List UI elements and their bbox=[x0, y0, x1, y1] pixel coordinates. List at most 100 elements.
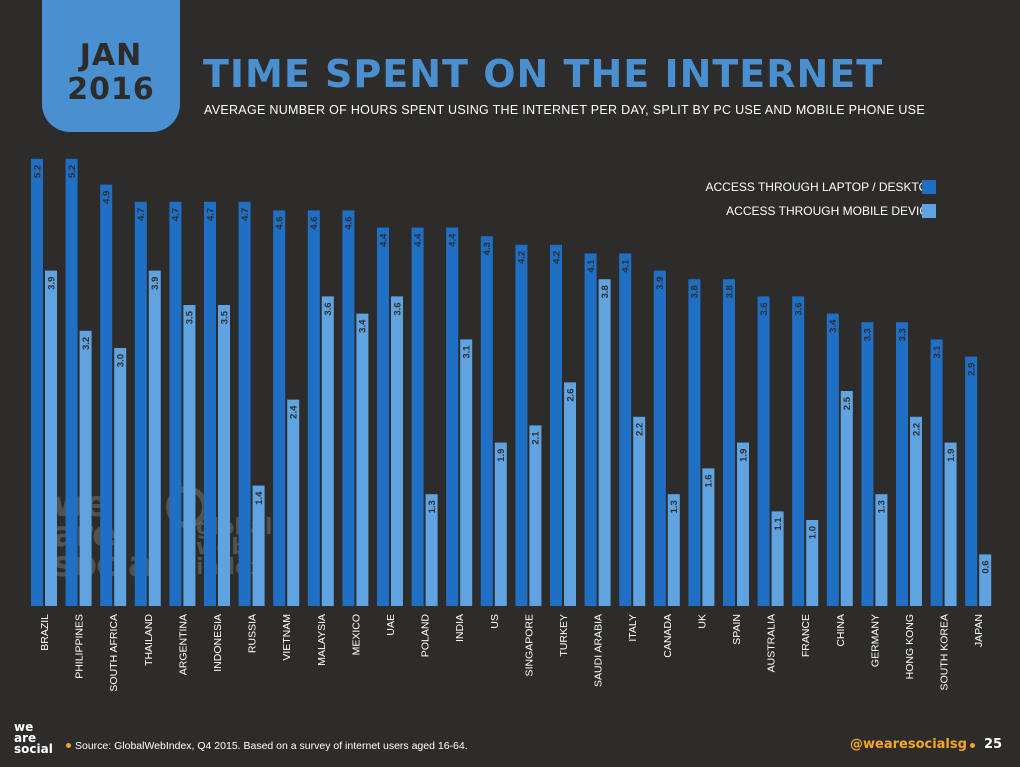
legend-laptop-swatch bbox=[922, 180, 936, 194]
category-label: BRAZIL bbox=[39, 614, 51, 651]
footer-separator-icon bbox=[970, 743, 975, 748]
footer-logo-line: social bbox=[14, 742, 53, 756]
bar-laptop bbox=[480, 236, 493, 606]
data-label-laptop: 3.8 bbox=[724, 285, 735, 298]
data-label-mobile: 3.2 bbox=[81, 337, 92, 350]
bar-laptop bbox=[411, 227, 424, 606]
data-label-mobile: 3.4 bbox=[358, 319, 369, 333]
bar-laptop bbox=[619, 253, 632, 606]
category-label: US bbox=[489, 614, 501, 629]
bar-laptop bbox=[930, 339, 943, 606]
data-label-mobile: 2.2 bbox=[911, 423, 922, 436]
bar-mobile bbox=[287, 399, 300, 606]
bar-mobile bbox=[494, 442, 507, 606]
bar-mobile bbox=[460, 339, 473, 606]
footer-source: Source: GlobalWebIndex, Q4 2015. Based o… bbox=[75, 740, 468, 752]
category-label: MEXICO bbox=[350, 614, 362, 655]
data-label-laptop: 4.6 bbox=[309, 216, 320, 229]
data-label-laptop: 3.3 bbox=[897, 328, 908, 341]
footer-logo-line: are bbox=[14, 731, 37, 745]
data-label-mobile: 3.8 bbox=[600, 285, 611, 298]
bar-mobile bbox=[356, 313, 369, 606]
data-label-mobile: 1.4 bbox=[254, 491, 265, 505]
bar-mobile bbox=[564, 382, 576, 606]
data-label-mobile: 3.5 bbox=[219, 310, 230, 324]
footer-handle: @wearesocialsg bbox=[850, 737, 967, 752]
bar-mobile bbox=[633, 416, 646, 606]
bar-mobile bbox=[252, 485, 265, 606]
bar-laptop bbox=[861, 322, 874, 606]
category-label: CHINA bbox=[835, 614, 847, 647]
data-label-laptop: 4.4 bbox=[448, 233, 459, 247]
footer-bullet-icon bbox=[66, 743, 71, 748]
bar-mobile bbox=[391, 296, 403, 606]
data-label-mobile: 1.9 bbox=[496, 449, 507, 462]
data-label-mobile: 1.9 bbox=[946, 449, 957, 462]
data-label-laptop: 5.2 bbox=[32, 165, 43, 178]
bar-laptop bbox=[826, 313, 839, 606]
data-label-mobile: 3.0 bbox=[116, 354, 127, 367]
category-label: SOUTH AFRICA bbox=[108, 614, 120, 692]
bar-laptop bbox=[238, 201, 251, 607]
bar-mobile bbox=[45, 270, 57, 606]
bar-laptop bbox=[169, 201, 182, 607]
data-label-mobile: 3.1 bbox=[462, 345, 473, 359]
data-label-mobile: 3.9 bbox=[150, 277, 161, 290]
legend-laptop-label: ACCESS THROUGH LAPTOP / DESKTOP bbox=[705, 180, 936, 194]
legend-mobile-label: ACCESS THROUGH MOBILE DEVICE bbox=[726, 204, 936, 218]
bar-laptop bbox=[31, 158, 43, 607]
bar-mobile bbox=[771, 511, 784, 606]
bar-mobile bbox=[321, 296, 334, 606]
data-label-mobile: 1.0 bbox=[808, 526, 819, 539]
date-tab: JAN 2016 bbox=[42, 0, 180, 132]
bar-mobile bbox=[910, 416, 922, 606]
bar-mobile bbox=[944, 442, 957, 606]
category-label: TURKEY bbox=[558, 614, 570, 657]
bar-mobile bbox=[840, 391, 853, 606]
data-label-laptop: 4.7 bbox=[240, 208, 251, 221]
bar-laptop bbox=[65, 158, 78, 607]
footer-logo-line: we bbox=[14, 720, 34, 734]
data-label-laptop: 3.6 bbox=[759, 302, 770, 315]
data-label-laptop: 3.3 bbox=[863, 328, 874, 341]
bar-mobile bbox=[114, 348, 127, 606]
bar-laptop bbox=[204, 201, 216, 607]
category-label: SAUDI ARABIA bbox=[593, 614, 605, 687]
category-label: SPAIN bbox=[731, 614, 743, 645]
data-label-mobile: 2.2 bbox=[635, 423, 646, 436]
data-label-laptop: 4.9 bbox=[102, 191, 113, 204]
bar-laptop bbox=[792, 296, 805, 606]
data-label-mobile: 1.3 bbox=[877, 500, 888, 513]
footer-logo: we are social bbox=[14, 720, 53, 756]
data-label-laptop: 3.1 bbox=[932, 345, 943, 359]
data-label-laptop: 4.1 bbox=[586, 259, 597, 273]
data-label-laptop: 3.8 bbox=[690, 285, 701, 298]
data-label-mobile: 1.1 bbox=[773, 517, 784, 531]
bar-laptop bbox=[723, 279, 735, 606]
data-label-mobile: 3.5 bbox=[185, 310, 196, 324]
data-label-mobile: 2.6 bbox=[565, 388, 576, 401]
data-label-laptop: 4.4 bbox=[413, 233, 424, 247]
data-label-mobile: 2.4 bbox=[289, 405, 300, 419]
data-label-mobile: 1.9 bbox=[738, 449, 749, 462]
data-label-mobile: 2.5 bbox=[842, 396, 853, 410]
data-label-laptop: 4.1 bbox=[621, 259, 632, 273]
legend-mobile-swatch bbox=[922, 204, 936, 218]
data-label-laptop: 4.7 bbox=[136, 208, 147, 221]
bar-laptop bbox=[273, 210, 286, 606]
category-label: GERMANY bbox=[869, 614, 881, 667]
bar-mobile bbox=[737, 442, 749, 606]
data-label-laptop: 4.4 bbox=[378, 233, 389, 247]
category-label: POLAND bbox=[420, 614, 432, 658]
category-label: FRANCE bbox=[800, 614, 812, 657]
bar-laptop bbox=[377, 227, 389, 606]
category-label: SOUTH KOREA bbox=[939, 614, 951, 690]
bar-mobile bbox=[148, 270, 161, 606]
category-label: ARGENTINA bbox=[177, 614, 189, 675]
bar-laptop bbox=[688, 279, 701, 606]
bar-laptop bbox=[515, 244, 528, 607]
bar-mobile bbox=[79, 330, 92, 606]
page-number: 25 bbox=[984, 737, 1003, 752]
data-label-laptop: 2.9 bbox=[967, 363, 978, 376]
bar-laptop bbox=[446, 227, 459, 606]
